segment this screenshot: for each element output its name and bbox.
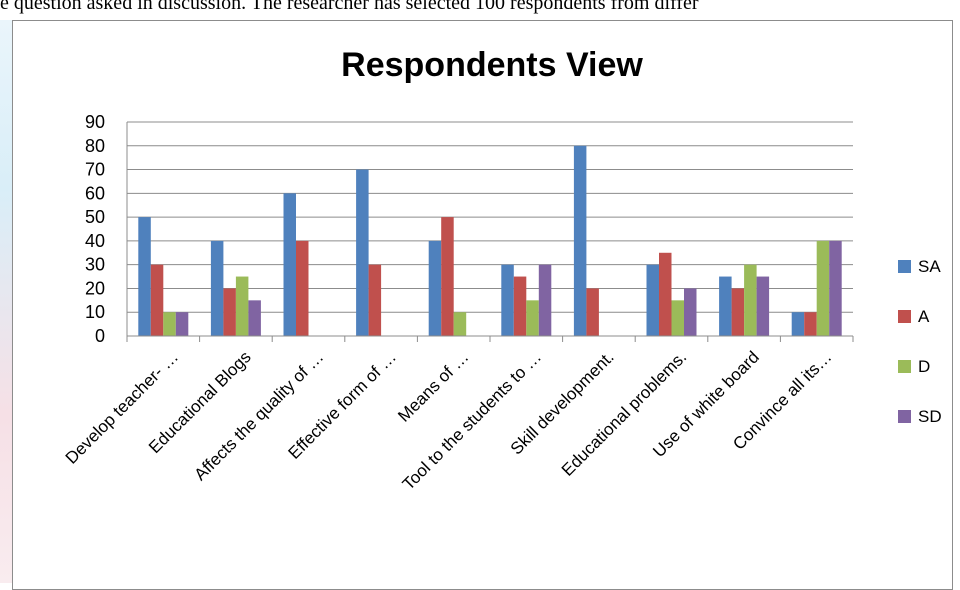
y-tick-label: 0 xyxy=(95,326,105,346)
legend-swatch-sa xyxy=(898,260,911,273)
legend-label-sa: SA xyxy=(918,257,941,276)
bar-a xyxy=(513,276,527,336)
bar-d xyxy=(235,276,249,336)
legend-label-d: D xyxy=(918,357,930,376)
bar-a xyxy=(804,312,817,336)
y-tick-label: 90 xyxy=(85,112,105,132)
x-category-label: Tool to the students to … xyxy=(399,347,545,493)
bar-a xyxy=(368,264,382,336)
bar-sd xyxy=(175,312,189,336)
legend-swatch-sd xyxy=(898,410,911,423)
decorative-border xyxy=(0,20,14,583)
chart-title: Respondents View xyxy=(341,46,643,84)
bar-a xyxy=(731,288,745,336)
bar-d xyxy=(816,240,830,336)
bar-sa xyxy=(283,193,296,336)
bar-sa xyxy=(791,312,805,336)
y-tick-label: 10 xyxy=(85,302,105,322)
category-labels: Develop teacher- …Educational BlogsAffec… xyxy=(62,347,836,493)
bar-a xyxy=(150,264,164,336)
bar-a xyxy=(441,217,454,336)
bar-d xyxy=(526,300,539,336)
legend-label-sd: SD xyxy=(918,407,942,426)
bar-sa xyxy=(573,145,587,336)
y-tick-label: 20 xyxy=(85,278,105,298)
bar-a xyxy=(223,288,236,336)
bar-a xyxy=(586,288,599,336)
bar-d xyxy=(744,264,757,336)
bar-sa xyxy=(138,217,151,336)
y-axis-ticks: 0 10 20 30 40 50 60 70 80 90 xyxy=(85,112,105,346)
chart-frame xyxy=(12,20,953,590)
bar-sa xyxy=(428,240,442,336)
legend-label-a: A xyxy=(918,307,930,326)
bar-sd xyxy=(538,264,552,336)
bar-sa xyxy=(210,240,224,336)
bar-sa xyxy=(356,169,369,336)
y-tick-label: 40 xyxy=(85,231,105,251)
bar-d xyxy=(163,312,176,336)
bar-sa xyxy=(719,276,732,336)
x-category-label: Educational problems. xyxy=(558,347,690,479)
legend-swatch-d xyxy=(898,360,911,373)
bar-sd xyxy=(829,240,842,336)
bar-sd xyxy=(684,288,697,336)
y-tick-label: 70 xyxy=(85,160,105,180)
legend: SA A D SD xyxy=(898,257,942,426)
bar-sa xyxy=(646,264,659,336)
legend-swatch-a xyxy=(898,310,911,323)
bar-a xyxy=(659,252,672,336)
page-text-line: e question asked in discussion. The rese… xyxy=(0,0,699,14)
y-tick-label: 30 xyxy=(85,255,105,275)
bar-d xyxy=(453,312,467,336)
bar-sd xyxy=(756,276,770,336)
y-tick-label: 60 xyxy=(85,183,105,203)
x-category-label: Affects the quality of … xyxy=(191,347,328,484)
bar-a xyxy=(296,240,309,336)
y-tick-label: 80 xyxy=(85,136,105,156)
x-axis xyxy=(126,122,854,342)
bar-sd xyxy=(248,300,261,336)
bar-d xyxy=(671,300,684,336)
x-category-label: Means of … xyxy=(394,347,472,425)
bars xyxy=(138,145,842,336)
y-tick-label: 50 xyxy=(85,207,105,227)
bar-sa xyxy=(501,264,514,336)
